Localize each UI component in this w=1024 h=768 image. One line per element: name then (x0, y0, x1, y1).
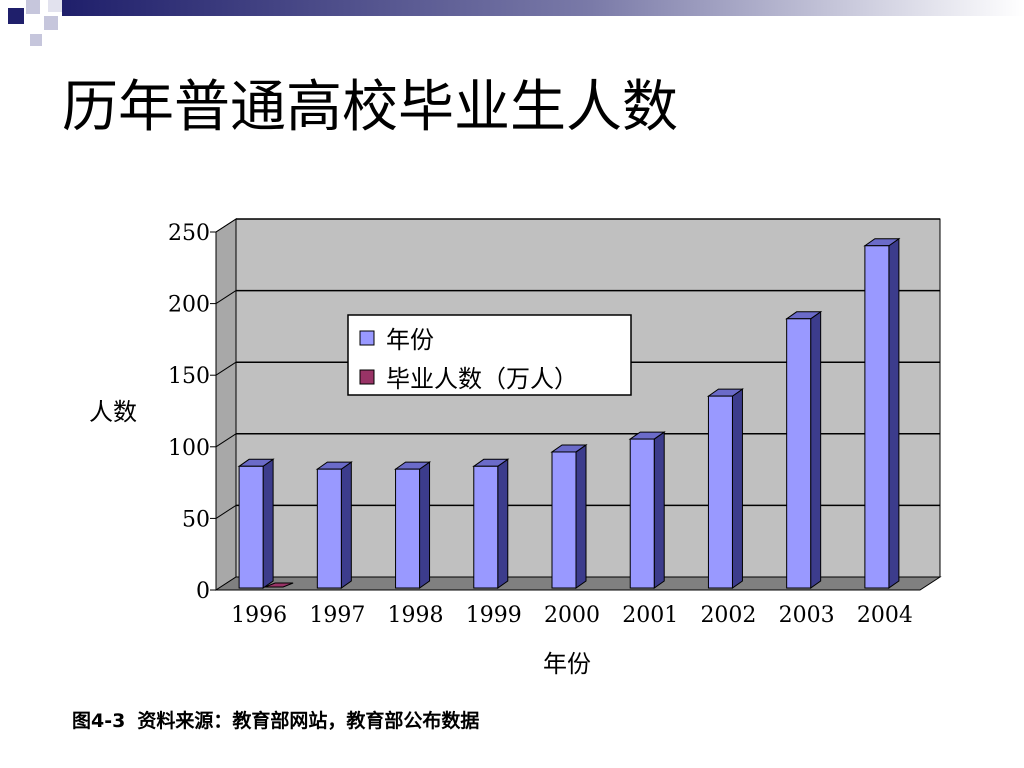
bar (864, 245, 890, 589)
source-caption: 图4-3 资料来源：教育部网站，教育部公布数据 (72, 706, 479, 733)
x-tick-label: 2001 (622, 603, 678, 628)
x-tick-label: 1996 (231, 603, 287, 628)
bar-side (731, 388, 743, 589)
gridline-side (215, 290, 237, 305)
gridline-side (215, 433, 237, 448)
bar-side (888, 237, 900, 589)
bar (316, 468, 342, 589)
bar (707, 395, 733, 589)
y-tick-label: 0 (196, 579, 210, 604)
bar-side (340, 461, 352, 589)
x-tick-label: 1999 (466, 603, 522, 628)
x-tick-label: 2000 (544, 603, 600, 628)
legend-box (347, 314, 632, 396)
corner-decoration (8, 0, 1024, 46)
bar-side (497, 458, 509, 589)
y-tick-label: 100 (168, 436, 210, 461)
bar (238, 465, 264, 589)
bar-side (653, 431, 665, 589)
plot-side-wall (215, 218, 237, 591)
bar-side (810, 310, 822, 589)
y-tick-label: 150 (168, 364, 210, 389)
y-tick-label: 200 (168, 293, 210, 318)
bar-side (262, 458, 274, 589)
x-tick-label: 1998 (388, 603, 444, 628)
bar (395, 468, 421, 589)
legend-swatch (359, 330, 375, 346)
legend-label: 年份 (386, 326, 434, 354)
y-tick-label: 50 (182, 507, 210, 532)
y-tick-label: 250 (168, 221, 210, 246)
gridline-side (215, 218, 237, 233)
bar-side (419, 461, 431, 589)
x-tick-label: 1997 (309, 603, 365, 628)
bar-side (575, 443, 587, 589)
bar-chart: 0 50 100 150 200 250 1996 1997 1998 1999 2000 2001 2… (89, 218, 942, 678)
bar (786, 318, 812, 589)
series2-bar (264, 582, 294, 588)
y-axis-title: 人数 (89, 398, 137, 426)
bar (629, 438, 655, 589)
bar (551, 451, 577, 589)
bar (473, 465, 499, 589)
legend-swatch (359, 369, 375, 385)
figure-label: 图4-3 (72, 710, 126, 732)
gridline-side (215, 361, 237, 376)
gridline-side (215, 504, 237, 519)
x-axis-title: 年份 (543, 650, 591, 678)
x-tick-label: 2004 (857, 603, 913, 628)
plot-back-wall (235, 218, 941, 578)
slide-title: 历年普通高校毕业生人数 (62, 75, 678, 140)
source-text: 资料来源：教育部网站，教育部公布数据 (137, 710, 480, 732)
x-tick-label: 2002 (700, 603, 756, 628)
legend-label: 毕业人数（万人） (386, 365, 578, 393)
x-tick-label: 2003 (779, 603, 835, 628)
